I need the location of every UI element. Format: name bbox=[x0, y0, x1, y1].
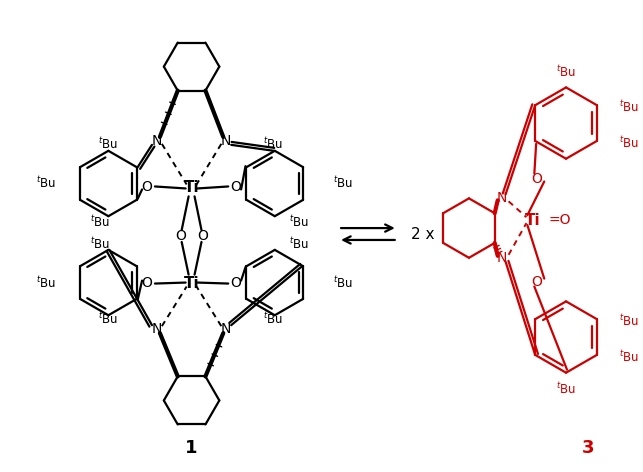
Text: 3: 3 bbox=[581, 439, 594, 457]
Text: $^{t}$Bu: $^{t}$Bu bbox=[263, 136, 283, 152]
Text: $^{t}$Bu: $^{t}$Bu bbox=[619, 100, 639, 115]
Text: $^{t}$Bu: $^{t}$Bu bbox=[91, 214, 111, 230]
Text: O: O bbox=[231, 180, 242, 194]
Text: O: O bbox=[531, 171, 542, 185]
Text: $^{t}$Bu: $^{t}$Bu bbox=[619, 313, 639, 329]
Text: $^{t}$Bu: $^{t}$Bu bbox=[36, 176, 56, 191]
Text: N: N bbox=[152, 322, 162, 336]
Text: O: O bbox=[197, 229, 208, 243]
Text: =O: =O bbox=[549, 213, 572, 227]
Text: $^{t}$Bu: $^{t}$Bu bbox=[289, 236, 309, 252]
Text: $^{t}$Bu: $^{t}$Bu bbox=[36, 275, 56, 290]
Text: $^{t}$Bu: $^{t}$Bu bbox=[91, 236, 111, 252]
Text: $^{t}$Bu: $^{t}$Bu bbox=[263, 312, 283, 327]
Text: $^{t}$Bu: $^{t}$Bu bbox=[98, 136, 118, 152]
Text: N: N bbox=[152, 134, 162, 148]
Text: 1: 1 bbox=[185, 439, 198, 457]
Text: $^{t}$Bu: $^{t}$Bu bbox=[556, 64, 576, 79]
Text: O: O bbox=[141, 180, 152, 194]
Text: O: O bbox=[531, 275, 542, 288]
Text: N: N bbox=[496, 251, 507, 265]
Text: $^{t}$Bu: $^{t}$Bu bbox=[333, 275, 353, 290]
Text: N: N bbox=[221, 134, 231, 148]
Text: Ti: Ti bbox=[184, 276, 199, 291]
Text: $^{t}$Bu: $^{t}$Bu bbox=[98, 312, 118, 327]
Text: $^{t}$Bu: $^{t}$Bu bbox=[619, 349, 639, 365]
Text: $^{t}$Bu: $^{t}$Bu bbox=[333, 176, 353, 191]
Text: N: N bbox=[221, 322, 231, 336]
Text: O: O bbox=[231, 276, 242, 289]
Text: Ti: Ti bbox=[525, 213, 540, 228]
Text: O: O bbox=[141, 276, 152, 289]
Text: $^{t}$Bu: $^{t}$Bu bbox=[556, 381, 576, 396]
Text: O: O bbox=[176, 229, 186, 243]
Text: $^{t}$Bu: $^{t}$Bu bbox=[289, 214, 309, 230]
Text: Ti: Ti bbox=[184, 180, 199, 195]
Text: 2 x: 2 x bbox=[411, 227, 434, 242]
Text: $^{t}$Bu: $^{t}$Bu bbox=[619, 135, 639, 151]
Text: N: N bbox=[496, 191, 507, 205]
